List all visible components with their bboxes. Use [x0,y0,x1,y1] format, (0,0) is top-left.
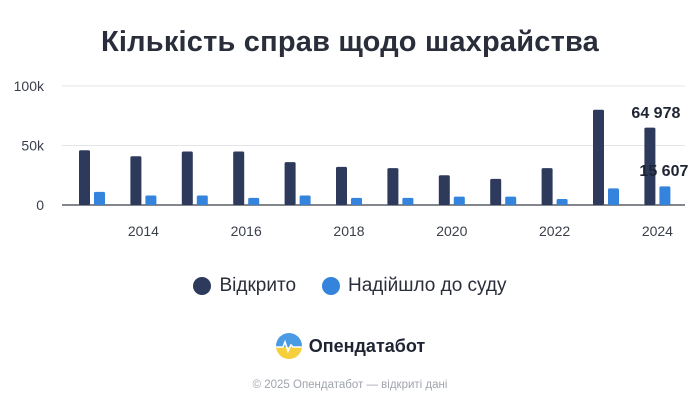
bar-opened [387,168,399,205]
brand-logo: Опендатабот [0,332,700,360]
legend-swatch-opened [193,277,212,295]
bar-court [556,199,568,205]
bar-opened [233,151,245,205]
bar-opened [644,127,656,205]
opendatabot-logo-icon [275,333,302,359]
bar-opened [541,168,553,205]
legend-label-opened: Відкрито [219,275,297,296]
legend-item-opened: Відкрито [193,275,296,297]
bar-court [248,197,260,205]
bar-opened [130,156,142,205]
footer-text: © 2025 Опендатабот — відкриті дані [252,379,448,391]
legend-swatch-court [322,277,341,295]
bar-court [453,196,465,205]
bar-court [351,197,362,205]
y-tick-label: 0 [36,197,44,213]
legend-label-court: Надійшло до суду [348,275,507,296]
brand-name: Опендатабот [308,335,426,356]
bar-court [94,191,105,205]
bar-opened [490,178,502,205]
bar-court [608,188,619,205]
bar-opened [79,150,90,205]
x-tick-label: 2016 [231,223,262,239]
x-tick-label: 2024 [642,223,673,239]
bar-court [145,195,157,205]
y-tick-label: 50k [21,138,45,154]
x-tick-label: 2020 [436,223,467,239]
data-label-opened-2024: 64 978 [631,105,680,122]
bar-opened [438,175,450,205]
bar-court [299,195,311,205]
x-tick-label: 2018 [333,223,364,239]
bar-opened [181,151,193,205]
legend-item-court: Надійшло до суду [322,275,507,297]
x-tick-label: 2022 [539,223,570,239]
chart-title: Кількість справ щодо шахрайства [101,26,599,58]
data-label-court-2024: 15 607 [639,163,688,180]
x-tick-label: 2014 [128,223,159,239]
bar-court [659,186,671,205]
y-tick-label: 100k [14,78,45,94]
bar-opened [284,162,296,205]
bar-opened [336,166,347,205]
bar-court [402,197,414,205]
legend: Відкрито Надійшло до суду [0,275,700,297]
bar-chart: 0 50k 100k 2014 2016 2018 2020 2022 2024 64 978 15… [14,78,689,239]
bar-opened [593,109,604,205]
bar-court [505,196,517,205]
bar-court [196,195,208,205]
